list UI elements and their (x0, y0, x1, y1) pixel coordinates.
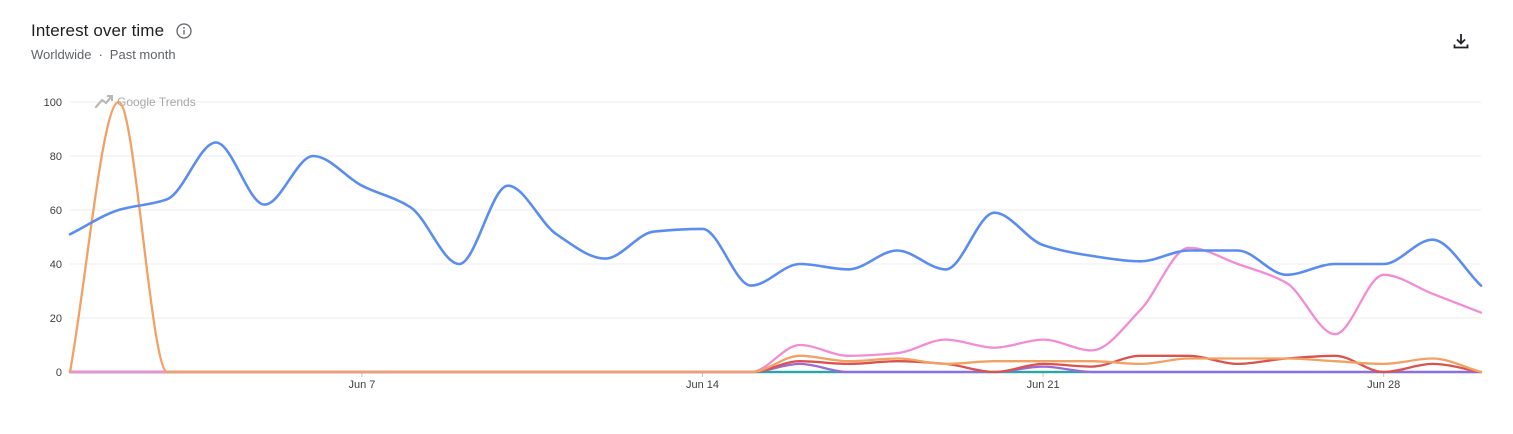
x-tick-label: Jun 7 (348, 379, 375, 391)
x-tick-label: Jun 21 (1027, 379, 1060, 391)
info-icon[interactable] (175, 22, 193, 40)
title-row: Interest over time (31, 20, 193, 42)
y-tick-label: 60 (50, 205, 62, 217)
y-tick-label: 20 (50, 313, 62, 325)
trending-up-icon (94, 95, 113, 109)
x-axis-ticks: Jun 7 Jun 14 Jun 21 Jun 28 (348, 372, 1400, 391)
y-tick-label: 80 (50, 151, 62, 163)
watermark-text: Google Trends (117, 95, 196, 109)
series-lines (68, 100, 1483, 374)
y-axis-ticks: 0 20 40 60 80 100 (44, 97, 62, 379)
google-trends-watermark: Google Trends (94, 95, 196, 109)
chart-subtitle: Worldwide · Past month (31, 47, 193, 62)
y-tick-label: 0 (56, 367, 62, 379)
download-button[interactable] (1448, 28, 1474, 54)
x-tick-label: Jun 28 (1367, 379, 1400, 391)
grid-lines (70, 101, 1481, 373)
series-line-1[interactable] (68, 141, 1483, 287)
series-line-2[interactable] (68, 100, 1483, 374)
y-tick-label: 40 (50, 259, 62, 271)
period-label: Past month (109, 47, 176, 62)
region-label: Worldwide (31, 47, 92, 62)
chart-header: Interest over time Worldwide · Past mont… (31, 20, 193, 62)
subtitle-separator: · (98, 47, 103, 62)
chart-title: Interest over time (31, 21, 165, 40)
y-tick-label: 100 (44, 97, 62, 109)
download-icon (1453, 34, 1469, 49)
x-tick-label: Jun 14 (686, 379, 719, 391)
